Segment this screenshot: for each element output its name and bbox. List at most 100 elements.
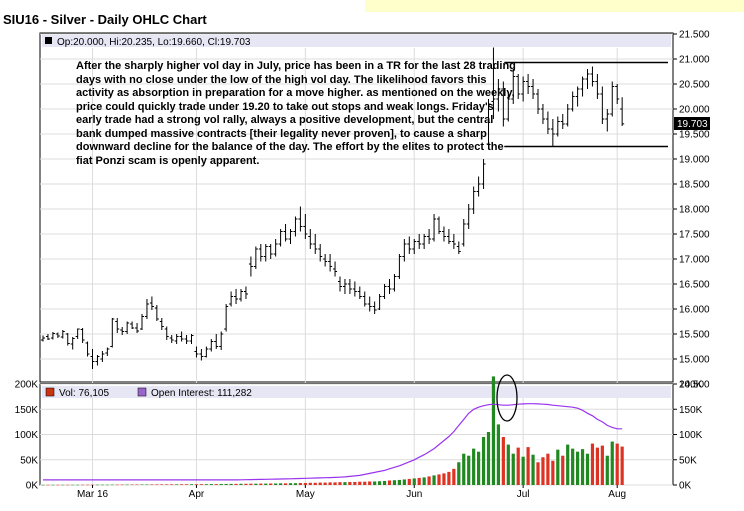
- ohlc-bar: [288, 229, 293, 244]
- volume-bar: [234, 483, 238, 485]
- volume-bar: [85, 484, 90, 486]
- volume-bar: [56, 484, 60, 486]
- ohlc-legend-swatch: [45, 37, 52, 44]
- ohlc-bar: [531, 79, 536, 99]
- ohlc-bar: [204, 346, 209, 358]
- price-tick-label: 14.500: [679, 380, 710, 391]
- price-tick-label: 15.500: [679, 330, 710, 341]
- volume-bar: [412, 478, 416, 485]
- ohlc-bar: [471, 186, 476, 214]
- ohlc-bar: [105, 347, 110, 356]
- volume-bar: [521, 456, 525, 485]
- volume-bar: [472, 448, 476, 485]
- volume-legend-text: Vol: 76,105: [59, 388, 109, 399]
- ohlc-bar: [570, 91, 575, 112]
- ohlc-bar: [229, 291, 234, 307]
- volume-bar: [536, 462, 540, 485]
- volume-bar: [516, 447, 520, 485]
- ohlc-bar: [446, 229, 451, 244]
- volume-bar: [61, 484, 65, 486]
- volume-bar: [481, 437, 486, 485]
- volume-bar: [155, 484, 159, 485]
- price-tick-label: 15.000: [679, 355, 710, 366]
- open-interest-line: [43, 403, 623, 481]
- ohlc-bar: [585, 69, 590, 89]
- volume-bar: [76, 484, 80, 486]
- ohlc-bar: [417, 234, 422, 249]
- volume-bar: [259, 483, 263, 485]
- price-panel: Op:20.000, Hi:20.235, Lo:19.660, Cl:19.7…: [39, 30, 710, 391]
- ohlc-bar: [194, 346, 199, 358]
- volume-bar: [462, 453, 466, 485]
- volume-bar: [145, 484, 149, 485]
- ohlc-bar: [174, 334, 179, 344]
- last-price-box: [674, 117, 710, 130]
- ohlc-bar: [521, 76, 526, 102]
- ohlc-bar: [199, 349, 204, 361]
- last-price-label: 19.703: [677, 119, 708, 130]
- ohlc-bar: [437, 216, 441, 234]
- volume-y-axis-left: 200K 150K 100K 50K 0K: [15, 380, 39, 492]
- volume-tick-label-left: 0K: [26, 481, 39, 492]
- ohlc-bar: [511, 69, 516, 104]
- volume-bar: [422, 477, 426, 485]
- ohlc-bar: [258, 244, 263, 262]
- volume-tick-label-right: 50K: [679, 455, 697, 466]
- ohlc-bar: [85, 341, 90, 357]
- volume-tick-label-right: 0K: [679, 481, 692, 492]
- volume-bar: [115, 484, 119, 486]
- ohlc-bars: [41, 47, 625, 369]
- volume-bar: [303, 482, 307, 485]
- ohlc-bar: [555, 116, 560, 137]
- volume-bar: [437, 474, 441, 485]
- volume-bar: [66, 484, 70, 486]
- volume-bar: [531, 454, 535, 485]
- ohlc-bar: [595, 74, 600, 99]
- ohlc-bar: [367, 296, 372, 312]
- ohlc-bar: [466, 204, 471, 229]
- volume-bar: [585, 453, 590, 485]
- volume-bar: [41, 484, 45, 486]
- volume-bar: [442, 473, 446, 485]
- ohlc-bar: [338, 276, 342, 292]
- ohlc-bar: [526, 74, 531, 94]
- volume-bar: [486, 431, 491, 485]
- ohlc-bar: [234, 289, 239, 304]
- price-tick-label: 19.000: [679, 155, 710, 166]
- volume-bars: [41, 376, 624, 486]
- volume-bar: [293, 483, 298, 485]
- x-axis: Mar 16 Apr May Jun Jul Aug: [77, 485, 626, 500]
- ohlc-bar: [253, 246, 258, 269]
- ohlc-bar: [323, 254, 328, 267]
- price-tick-label: 18.000: [679, 205, 710, 216]
- volume-tick-label-left: 50K: [20, 455, 38, 466]
- volume-y-axis-right: 200K 150K 100K 50K 0K: [673, 380, 703, 492]
- volume-bar: [110, 484, 114, 486]
- ohlc-bar: [516, 74, 521, 99]
- volume-tick-label-left: 200K: [15, 380, 39, 391]
- ohlc-bar: [342, 279, 347, 294]
- volume-bar: [338, 482, 342, 485]
- ohlc-bar: [550, 119, 555, 147]
- ohlc-bar: [293, 216, 298, 237]
- volume-bar: [199, 484, 203, 485]
- ohlc-bar: [95, 355, 100, 366]
- ohlc-bar: [100, 351, 105, 362]
- x-tick-label: Jul: [517, 489, 530, 500]
- ohlc-bar: [357, 286, 362, 299]
- ohlc-bar: [125, 321, 130, 334]
- ohlc-bar: [427, 229, 432, 244]
- ohlc-bar: [402, 239, 407, 262]
- volume-bar: [358, 481, 362, 485]
- volume-bar: [333, 482, 337, 485]
- ohlc-bar: [536, 89, 540, 114]
- trading-range-lines: [504, 61, 668, 148]
- ohlc-legend-band: [42, 35, 671, 47]
- price-tick-label: 21.500: [679, 30, 710, 41]
- price-y-axis: 21.500 21.000 20.500 20.000 19.500 19.000 18.5…: [673, 30, 710, 391]
- ohlc-bar: [605, 109, 610, 132]
- volume-bar: [432, 475, 436, 485]
- ohlc-bar: [90, 349, 95, 369]
- ohlc-bar: [268, 244, 273, 259]
